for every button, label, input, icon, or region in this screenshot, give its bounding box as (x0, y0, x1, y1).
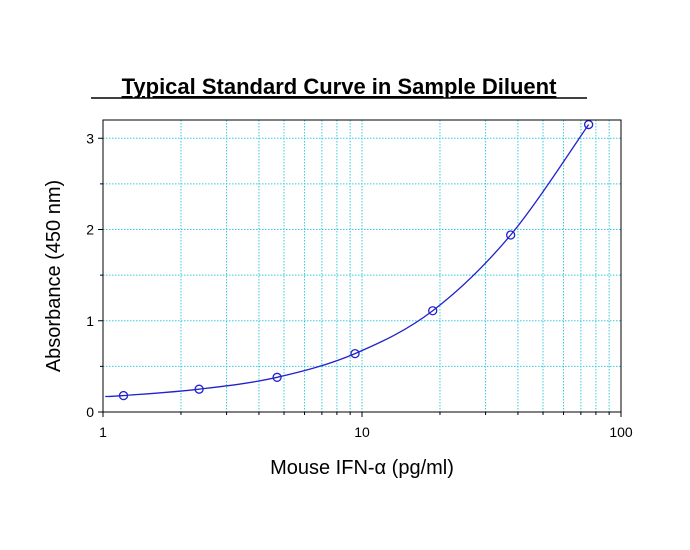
data-point (350, 348, 360, 359)
data-point (118, 390, 129, 401)
x-tick-label: 100 (609, 424, 633, 440)
grid-lines (102, 120, 622, 413)
y-tick-label: 1 (86, 313, 94, 329)
plot-frame (102, 119, 622, 413)
y-tick-label: 0 (86, 404, 94, 420)
data-point (506, 230, 516, 240)
x-tick-label: 1 (99, 424, 107, 440)
data-point (428, 306, 438, 316)
data-point (272, 372, 282, 382)
fit-curve-layer (105, 124, 590, 398)
y-tick-label: 2 (86, 222, 94, 238)
y-axis-label: Absorbance (450 nm) (43, 180, 65, 372)
y-tick-label: 3 (86, 130, 94, 146)
x-axis-label: Mouse IFN-α (pg/ml) (270, 457, 454, 479)
chart-title: Typical Standard Curve in Sample Diluent (122, 74, 557, 99)
data-point (583, 119, 594, 130)
x-tick-label: 10 (354, 424, 370, 440)
data-points-layer (118, 119, 594, 401)
fit-curve (105, 124, 590, 398)
data-point (194, 384, 204, 394)
